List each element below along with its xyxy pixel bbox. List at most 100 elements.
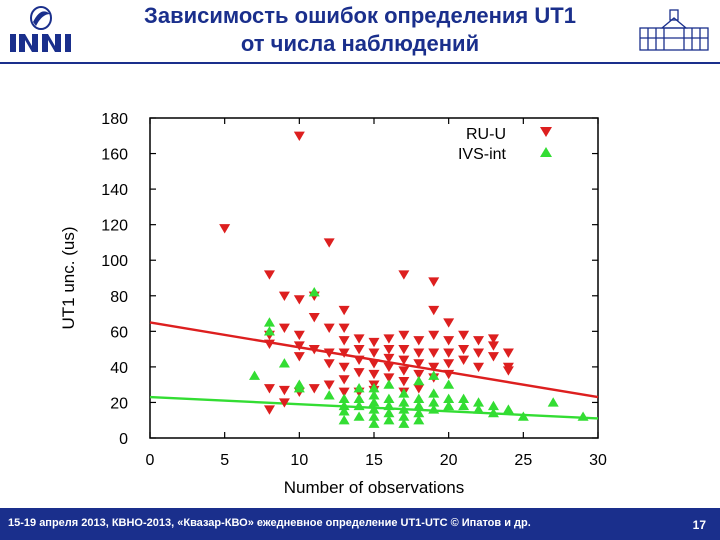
- header-divider: [0, 62, 720, 64]
- point-ivs-int: [338, 400, 350, 411]
- point-ivs-int: [368, 397, 380, 407]
- title-line-1: Зависимость ошибок определения UT1: [144, 3, 576, 28]
- point-ivs-int: [353, 393, 365, 404]
- point-ivs-int: [428, 404, 440, 414]
- point-ivs-int: [263, 326, 275, 336]
- point-ru-u: [398, 344, 410, 355]
- point-ivs-int: [353, 382, 365, 393]
- point-ru-u: [293, 330, 305, 341]
- point-ru-u: [293, 341, 305, 351]
- legend-marker-ru-u: [540, 127, 552, 137]
- point-ru-u: [458, 355, 470, 366]
- y-tick-labels: 0 20 40 60 80 100 120 140 160 180: [101, 111, 128, 448]
- point-ru-u: [308, 312, 320, 323]
- point-ivs-int: [368, 418, 380, 428]
- iaa-logo-icon: [6, 4, 76, 56]
- page-title: Зависимость ошибок определения UT1 от чи…: [110, 2, 610, 58]
- point-ru-u: [443, 318, 455, 328]
- point-ru-u: [473, 336, 485, 346]
- point-ru-u: [353, 334, 365, 344]
- point-ru-u: [383, 334, 395, 344]
- title-line-2: от числа наблюдений: [240, 31, 480, 56]
- point-ru-u: [383, 362, 395, 373]
- x-tick-label: 10: [290, 452, 308, 469]
- point-ru-u: [502, 348, 514, 358]
- point-ru-u: [413, 369, 425, 380]
- point-ivs-int: [383, 414, 395, 425]
- point-ru-u: [278, 323, 290, 334]
- point-ru-u: [413, 348, 425, 358]
- point-ru-u: [413, 359, 425, 369]
- point-ivs-int: [428, 370, 440, 380]
- point-ru-u: [443, 359, 455, 369]
- y-tick-label: 100: [101, 253, 128, 270]
- point-ru-u: [443, 336, 455, 346]
- point-ru-u: [398, 355, 410, 366]
- point-ivs-int: [443, 379, 455, 389]
- point-ru-u: [338, 323, 350, 334]
- point-ru-u: [383, 344, 395, 355]
- point-ru-u: [458, 330, 470, 341]
- point-ru-u: [219, 224, 231, 234]
- point-ru-u: [338, 348, 350, 358]
- x-tick-labels: 0 5 10 15 20 25 30: [146, 452, 607, 469]
- point-ru-u: [338, 387, 350, 398]
- point-ru-u: [428, 277, 440, 287]
- point-ru-u: [428, 330, 440, 341]
- point-ru-u: [338, 336, 350, 346]
- point-ru-u: [323, 238, 335, 248]
- y-tick-label: 140: [101, 182, 128, 199]
- point-ru-u: [278, 291, 290, 302]
- point-ru-u: [473, 348, 485, 358]
- point-ru-u: [308, 344, 320, 355]
- point-ru-u: [487, 341, 499, 351]
- y-tick-label: 160: [101, 147, 128, 164]
- point-ru-u: [502, 366, 514, 376]
- point-ru-u: [368, 337, 380, 348]
- point-ivs-int: [443, 393, 455, 404]
- point-ivs-int: [368, 404, 380, 414]
- point-ivs-int: [338, 393, 350, 404]
- point-ru-u: [263, 339, 275, 350]
- point-ivs-int: [458, 400, 470, 411]
- point-ivs-int: [398, 388, 410, 398]
- x-tick-label: 5: [220, 452, 229, 469]
- legend-label-ivs-int: IVS-int: [458, 146, 507, 163]
- point-ivs-int: [293, 382, 305, 393]
- point-ivs-int: [368, 390, 380, 400]
- point-ru-u: [443, 348, 455, 358]
- point-ivs-int: [368, 411, 380, 421]
- point-ivs-int: [413, 400, 425, 411]
- point-ivs-int: [338, 414, 350, 425]
- point-ivs-int: [398, 404, 410, 414]
- point-ru-u: [428, 362, 440, 373]
- point-ru-u: [398, 376, 410, 387]
- building-logo-icon: [636, 8, 712, 54]
- page-number: 17: [692, 518, 706, 532]
- point-ivs-int: [338, 406, 350, 416]
- x-axis-label: Number of observations: [284, 478, 464, 497]
- y-tick-label: 180: [101, 111, 128, 128]
- point-ivs-int: [413, 393, 425, 404]
- legend-label-ru-u: RU-U: [466, 126, 506, 143]
- data-points: [219, 131, 589, 428]
- point-ivs-int: [443, 400, 455, 411]
- point-ru-u: [383, 373, 395, 383]
- y-axis-label: UT1 unc. (us): [59, 227, 78, 330]
- point-ivs-int: [428, 397, 440, 407]
- footer-text: 15-19 апреля 2013, КВНО-2013, «Квазар-КВ…: [8, 517, 531, 529]
- scatter-chart: 0 20 40 60 80 100 120 140 160 180 0 5 10 15 20 25 30 Nu…: [59, 111, 607, 497]
- point-ru-u: [368, 359, 380, 369]
- slide-footer: 15-19 апреля 2013, КВНО-2013, «Квазар-КВ…: [0, 508, 720, 540]
- point-ru-u: [443, 369, 455, 380]
- point-ivs-int: [413, 414, 425, 425]
- y-tick-label: 60: [110, 324, 128, 341]
- point-ivs-int: [278, 358, 290, 368]
- y-tick-label: 80: [110, 289, 128, 306]
- point-ru-u: [308, 384, 320, 394]
- point-ru-u: [353, 368, 365, 378]
- point-ru-u: [278, 385, 290, 396]
- point-ru-u: [263, 384, 275, 394]
- point-ivs-int: [383, 379, 395, 389]
- point-ru-u: [487, 334, 499, 344]
